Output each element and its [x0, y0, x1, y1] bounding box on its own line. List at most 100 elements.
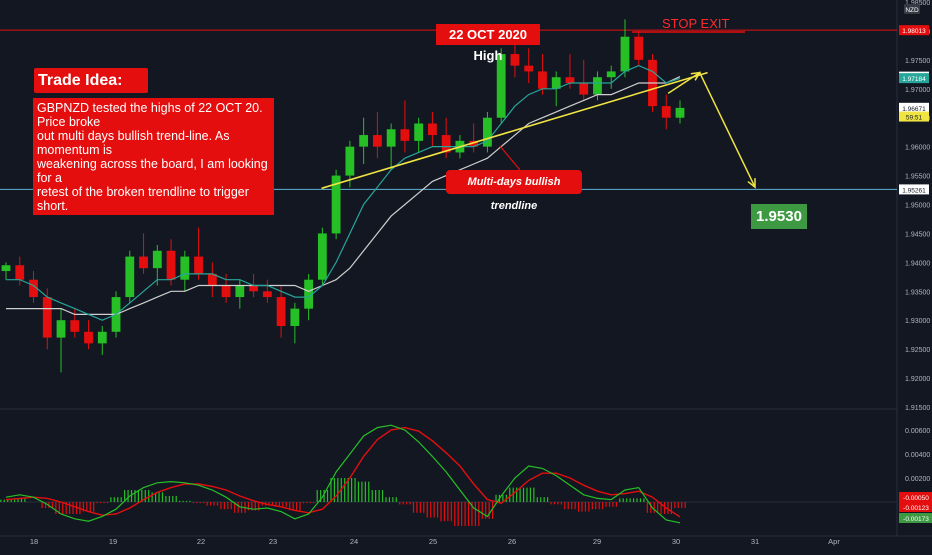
high-label: 22 OCT 2020 High	[436, 24, 540, 63]
date-tick-label: Apr	[828, 537, 840, 546]
price-tick-label: 1.98500	[905, 0, 930, 7]
macd-tick-label: 0.00400	[905, 452, 930, 459]
price-tick-label: 1.95500	[905, 174, 930, 181]
trendline-label-pointer	[499, 145, 521, 171]
candle-body	[386, 129, 396, 147]
candle-body	[42, 297, 52, 338]
candle-body	[125, 256, 135, 298]
price-axis-label: 1.96671	[902, 106, 926, 113]
price-axis-label-box	[899, 25, 929, 36]
candle-body	[84, 331, 93, 344]
currency-badge	[904, 4, 920, 14]
macd-value-label-box	[899, 492, 932, 502]
price-tick-label: 1.92000	[905, 376, 930, 383]
macd-value-label: -0.00173	[903, 516, 929, 523]
candle-body	[634, 36, 644, 60]
candle-body	[524, 65, 534, 72]
date-tick-label: 24	[350, 537, 358, 546]
trendline-label: Multi-days bullish trendline	[446, 170, 582, 212]
price-tick-label: 1.93500	[905, 289, 930, 296]
macd-signal-line	[5, 426, 681, 518]
candle-body	[331, 175, 341, 234]
candle-body	[29, 279, 38, 298]
date-tick-label: 26	[508, 537, 516, 546]
price-tick-label: 1.94500	[905, 231, 930, 238]
price-tick-label: 1.97500	[905, 58, 930, 65]
candle-body	[152, 250, 162, 269]
price-tick-label: 1.94000	[905, 260, 930, 267]
candle-body	[593, 77, 602, 95]
price-axis-label-box	[899, 102, 929, 113]
candle-body	[661, 106, 671, 118]
date-tick-label: 31	[751, 537, 759, 546]
macd-value-label-box	[899, 502, 932, 512]
candle-body	[304, 279, 314, 309]
candle-body	[235, 285, 245, 298]
macd-tick-label: 0.00600	[905, 428, 930, 435]
price-axis-label-box	[899, 73, 929, 84]
candle-body	[606, 71, 616, 78]
price-axis-label: 1.97184	[902, 76, 926, 83]
price-axis-label-box	[899, 111, 929, 122]
date-tick-label: 22	[197, 537, 205, 546]
candle-body	[139, 256, 148, 269]
price-tick-label: 1.92500	[905, 347, 930, 354]
currency-label: NZD	[905, 7, 919, 14]
ema-fast-line	[6, 64, 681, 321]
macd-value-label: -0.00050	[903, 495, 929, 502]
price-axis-label-box	[899, 184, 929, 195]
candle-body	[56, 320, 66, 338]
date-tick-label: 30	[672, 537, 680, 546]
candle-body	[400, 129, 410, 141]
stop-exit-label: STOP EXIT	[662, 16, 730, 31]
candle-body	[496, 54, 506, 118]
trade-idea-title: Trade Idea:	[34, 68, 148, 93]
candle-body	[441, 135, 451, 153]
candle-body	[483, 117, 492, 147]
candle-body	[276, 297, 286, 326]
macd-tick-label: 0.00200	[905, 476, 930, 483]
candle-body	[194, 256, 203, 274]
price-axis-label: 1.95261	[902, 187, 926, 194]
price-axis-label: 59:51	[906, 115, 923, 122]
candle-body	[249, 285, 258, 292]
candle-body	[70, 320, 80, 332]
target-label: 1.9530	[751, 204, 807, 229]
candle-body	[221, 285, 231, 298]
trade-idea-body: GBPNZD tested the highs of 22 OCT 20. Pr…	[33, 98, 274, 215]
date-tick-label: 19	[109, 537, 117, 546]
forecast-arrow-down	[747, 178, 756, 189]
candle-body	[359, 135, 369, 147]
date-tick-label: 23	[269, 537, 277, 546]
candle-body	[15, 265, 25, 280]
price-tick-label: 1.91500	[905, 405, 930, 412]
candle-body	[372, 135, 382, 147]
candle-body	[551, 77, 561, 89]
price-tick-label: 1.93000	[905, 318, 930, 325]
candle-body	[510, 54, 520, 66]
price-tick-label: 1.97000	[905, 87, 930, 94]
candle-body	[579, 83, 589, 95]
candle-body	[428, 123, 437, 136]
candle-body	[207, 273, 217, 286]
candle-body	[262, 291, 272, 298]
candle-body	[620, 36, 630, 72]
ema-slow-line	[6, 76, 681, 315]
date-tick-label: 29	[593, 537, 601, 546]
candle-body	[538, 71, 547, 89]
price-axis-label: 1.98013	[902, 28, 926, 35]
price-tick-label: 1.96000	[905, 145, 930, 152]
candle-body	[469, 140, 479, 147]
macd-value-label-box	[899, 513, 932, 523]
macd-line	[5, 424, 681, 524]
candle-body	[317, 233, 327, 280]
candle-body	[166, 250, 176, 280]
forecast-arrow-up	[690, 71, 702, 81]
candle-body	[1, 265, 11, 272]
candle-body	[290, 308, 300, 326]
price-tick-label: 1.95000	[905, 203, 930, 210]
bullish-trendline	[321, 71, 708, 190]
